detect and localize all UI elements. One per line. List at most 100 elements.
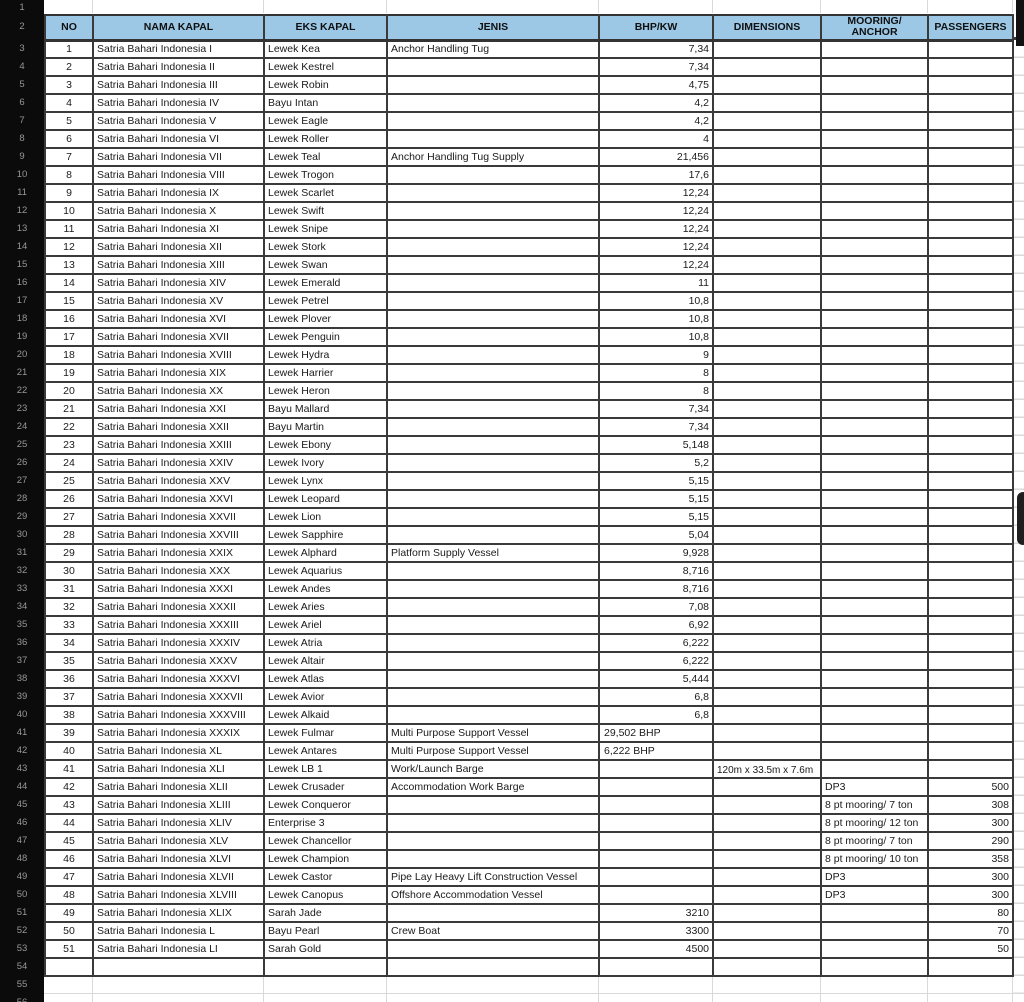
scrollbar-thumb[interactable] bbox=[1017, 492, 1024, 545]
cell-dimensions[interactable] bbox=[712, 615, 822, 635]
cell-no[interactable]: 35 bbox=[44, 651, 94, 671]
cell-nama-kapal[interactable]: Satria Bahari Indonesia XXXI bbox=[92, 579, 265, 599]
cell-mooring-anchor[interactable]: 8 pt mooring/ 7 ton bbox=[820, 795, 929, 815]
cell-mooring-anchor[interactable] bbox=[820, 723, 929, 743]
cell-nama-kapal[interactable]: Satria Bahari Indonesia XXV bbox=[92, 471, 265, 491]
header-mooring-anchor[interactable]: MOORING/ ANCHOR bbox=[820, 14, 929, 42]
cell-nama-kapal[interactable]: Satria Bahari Indonesia LI bbox=[92, 939, 265, 959]
cell-mooring-anchor[interactable] bbox=[820, 579, 929, 599]
cell-passengers[interactable]: 70 bbox=[927, 921, 1014, 941]
cell-bhp-kw[interactable]: 12,24 bbox=[598, 201, 714, 221]
cell-nama-kapal[interactable]: Satria Bahari Indonesia XI bbox=[92, 219, 265, 239]
cell-eks-kapal[interactable]: Lewek Aries bbox=[263, 597, 388, 617]
cell-bhp-kw[interactable]: 7,34 bbox=[598, 57, 714, 77]
cell-passengers[interactable] bbox=[927, 93, 1014, 113]
cell-nama-kapal[interactable]: Satria Bahari Indonesia XLVI bbox=[92, 849, 265, 869]
cell-nama-kapal[interactable]: Satria Bahari Indonesia VIII bbox=[92, 165, 265, 185]
cell-mooring-anchor[interactable] bbox=[820, 921, 929, 941]
row-number[interactable]: 7 bbox=[19, 114, 25, 126]
cell-nama-kapal[interactable]: Satria Bahari Indonesia XXVIII bbox=[92, 525, 265, 545]
cell-passengers[interactable] bbox=[927, 219, 1014, 239]
cell-nama-kapal[interactable]: Satria Bahari Indonesia XLIX bbox=[92, 903, 265, 923]
cell-mooring-anchor[interactable]: 8 pt mooring/ 12 ton bbox=[820, 813, 929, 833]
cell-no[interactable]: 38 bbox=[44, 705, 94, 725]
cell-eks-kapal[interactable]: Bayu Intan bbox=[263, 93, 388, 113]
cell-jenis[interactable] bbox=[386, 273, 600, 293]
cell-jenis[interactable]: Offshore Accommodation Vessel bbox=[386, 885, 600, 905]
cell-bhp-kw[interactable]: 4 bbox=[598, 129, 714, 149]
cell-no[interactable]: 24 bbox=[44, 453, 94, 473]
cell-no[interactable]: 14 bbox=[44, 273, 94, 293]
cell-passengers[interactable]: 300 bbox=[927, 867, 1014, 887]
cell-jenis[interactable] bbox=[386, 831, 600, 851]
row-number[interactable]: 28 bbox=[16, 492, 28, 504]
cell-dimensions[interactable] bbox=[712, 921, 822, 941]
cell-eks-kapal[interactable]: Lewek Swift bbox=[263, 201, 388, 221]
cell-dimensions[interactable]: 120m x 33.5m x 7.6m bbox=[712, 759, 822, 779]
cell-dimensions[interactable] bbox=[712, 579, 822, 599]
row-number[interactable]: 51 bbox=[16, 906, 28, 918]
cell-dimensions[interactable] bbox=[712, 381, 822, 401]
cell-eks-kapal[interactable]: Bayu Mallard bbox=[263, 399, 388, 419]
cell-bhp-kw[interactable] bbox=[598, 831, 714, 851]
cell-no[interactable]: 21 bbox=[44, 399, 94, 419]
cell-bhp-kw[interactable]: 4,2 bbox=[598, 93, 714, 113]
row-number[interactable]: 54 bbox=[16, 960, 28, 972]
cell-bhp-kw[interactable]: 4,75 bbox=[598, 75, 714, 95]
cell-jenis[interactable]: Platform Supply Vessel bbox=[386, 543, 600, 563]
cell-passengers[interactable] bbox=[927, 687, 1014, 707]
cell-bhp-kw[interactable]: 4,2 bbox=[598, 111, 714, 131]
cell-eks-kapal[interactable]: Lewek Fulmar bbox=[263, 723, 388, 743]
cell-eks-kapal[interactable]: Lewek Ebony bbox=[263, 435, 388, 455]
cell-passengers[interactable] bbox=[927, 561, 1014, 581]
cell-eks-kapal[interactable]: Lewek Alphard bbox=[263, 543, 388, 563]
cell-dimensions[interactable] bbox=[712, 903, 822, 923]
cell-passengers[interactable] bbox=[927, 57, 1014, 77]
cell-eks-kapal[interactable]: Lewek Penguin bbox=[263, 327, 388, 347]
cell-mooring-anchor[interactable] bbox=[820, 219, 929, 239]
cell-dimensions[interactable] bbox=[712, 633, 822, 653]
cell-passengers[interactable]: 358 bbox=[927, 849, 1014, 869]
cell-no[interactable]: 13 bbox=[44, 255, 94, 275]
cell-no[interactable]: 17 bbox=[44, 327, 94, 347]
cell-passengers[interactable]: 500 bbox=[927, 777, 1014, 797]
cell-eks-kapal[interactable]: Lewek Castor bbox=[263, 867, 388, 887]
row-number[interactable]: 29 bbox=[16, 510, 28, 522]
row-number[interactable]: 5 bbox=[19, 78, 25, 90]
cell-jenis[interactable] bbox=[386, 561, 600, 581]
cell-dimensions[interactable] bbox=[712, 273, 822, 293]
cell-passengers[interactable] bbox=[927, 669, 1014, 689]
row-number[interactable]: 10 bbox=[16, 168, 28, 180]
cell-no[interactable]: 30 bbox=[44, 561, 94, 581]
cell-bhp-kw[interactable]: 10,8 bbox=[598, 291, 714, 311]
cell-dimensions[interactable] bbox=[712, 705, 822, 725]
cell-passengers[interactable] bbox=[927, 957, 1014, 977]
cell-no[interactable]: 51 bbox=[44, 939, 94, 959]
cell-nama-kapal[interactable]: Satria Bahari Indonesia XII bbox=[92, 237, 265, 257]
cell-dimensions[interactable] bbox=[712, 687, 822, 707]
row-number[interactable]: 33 bbox=[16, 582, 28, 594]
cell-nama-kapal[interactable]: Satria Bahari Indonesia XXIX bbox=[92, 543, 265, 563]
cell-eks-kapal[interactable]: Lewek Ariel bbox=[263, 615, 388, 635]
cell-jenis[interactable]: Anchor Handling Tug Supply bbox=[386, 147, 600, 167]
cell-eks-kapal[interactable]: Lewek Ivory bbox=[263, 453, 388, 473]
cell-jenis[interactable] bbox=[386, 903, 600, 923]
cell-dimensions[interactable] bbox=[712, 219, 822, 239]
cell-eks-kapal[interactable]: Lewek Eagle bbox=[263, 111, 388, 131]
cell-jenis[interactable] bbox=[386, 327, 600, 347]
cell-passengers[interactable] bbox=[927, 525, 1014, 545]
cell-mooring-anchor[interactable] bbox=[820, 651, 929, 671]
cell-mooring-anchor[interactable] bbox=[820, 291, 929, 311]
cell-nama-kapal[interactable]: Satria Bahari Indonesia XXIII bbox=[92, 435, 265, 455]
cell-no[interactable]: 40 bbox=[44, 741, 94, 761]
cell-nama-kapal[interactable]: Satria Bahari Indonesia XLI bbox=[92, 759, 265, 779]
cell-mooring-anchor[interactable] bbox=[820, 741, 929, 761]
cell-nama-kapal[interactable]: Satria Bahari Indonesia XXIV bbox=[92, 453, 265, 473]
cell-eks-kapal[interactable]: Lewek Sapphire bbox=[263, 525, 388, 545]
cell-bhp-kw[interactable]: 8 bbox=[598, 363, 714, 383]
cell-nama-kapal[interactable]: Satria Bahari Indonesia XXXII bbox=[92, 597, 265, 617]
cell-nama-kapal[interactable]: Satria Bahari Indonesia XVII bbox=[92, 327, 265, 347]
cell-passengers[interactable] bbox=[927, 255, 1014, 275]
cell-bhp-kw[interactable]: 7,34 bbox=[598, 39, 714, 59]
cell-mooring-anchor[interactable] bbox=[820, 57, 929, 77]
